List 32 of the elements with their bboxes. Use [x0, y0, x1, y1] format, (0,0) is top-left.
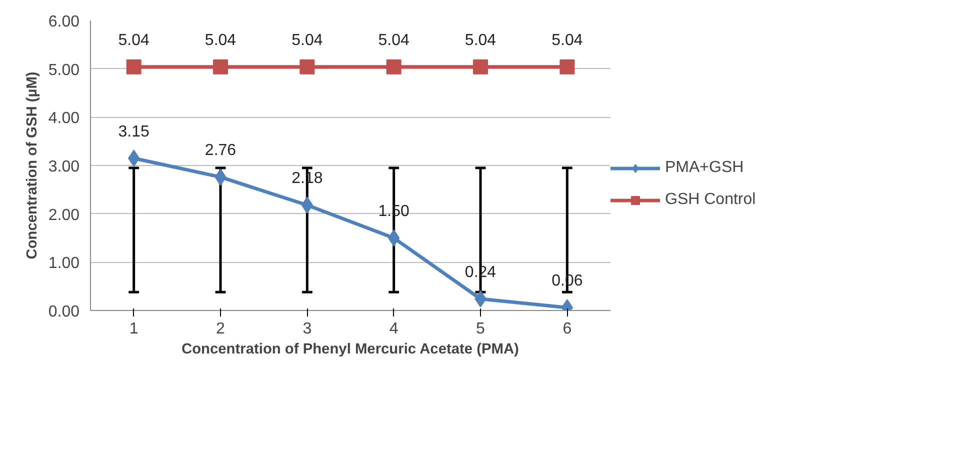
y-axis-title: Concentration of GSH (µM)	[24, 72, 40, 260]
point	[386, 59, 402, 74]
point	[388, 230, 400, 246]
data-label: 3.15	[118, 123, 150, 140]
data-label: 5.04	[118, 32, 150, 49]
x-axis-title: Concentration of Phenyl Mercuric Acetate (PMA)	[182, 342, 520, 358]
y-tick-label: 2.00	[48, 206, 80, 224]
data-label: 5.04	[378, 32, 410, 49]
point	[300, 59, 315, 74]
data-label: 5.04	[552, 32, 583, 49]
legend-label: PMA+GSH	[665, 159, 744, 177]
point	[473, 59, 488, 74]
point	[126, 59, 142, 74]
legend-label: GSH Control	[665, 191, 756, 209]
y-tick-label: 1.00	[48, 255, 80, 272]
point	[213, 59, 228, 74]
x-tick-label: 2	[216, 320, 226, 338]
data-label: 5.04	[204, 32, 236, 49]
data-label: 5.04	[292, 32, 323, 49]
y-tick-label: 5.00	[48, 62, 80, 79]
point	[560, 59, 575, 74]
x-tick-label: 6	[562, 320, 572, 338]
x-tick-label: 3	[302, 320, 312, 338]
x-tick-label: 5	[476, 320, 486, 338]
y-tick-label: 4.00	[48, 110, 80, 128]
data-label: 2.76	[204, 142, 236, 160]
x-tick-label: 4	[389, 320, 398, 338]
y-tick-label: 6.00	[48, 14, 80, 30]
data-label: 5.04	[464, 32, 496, 49]
y-tick-label: 3.00	[48, 158, 80, 176]
x-tick-label: 1	[129, 320, 138, 338]
y-tick-label: 0.00	[48, 304, 80, 320]
